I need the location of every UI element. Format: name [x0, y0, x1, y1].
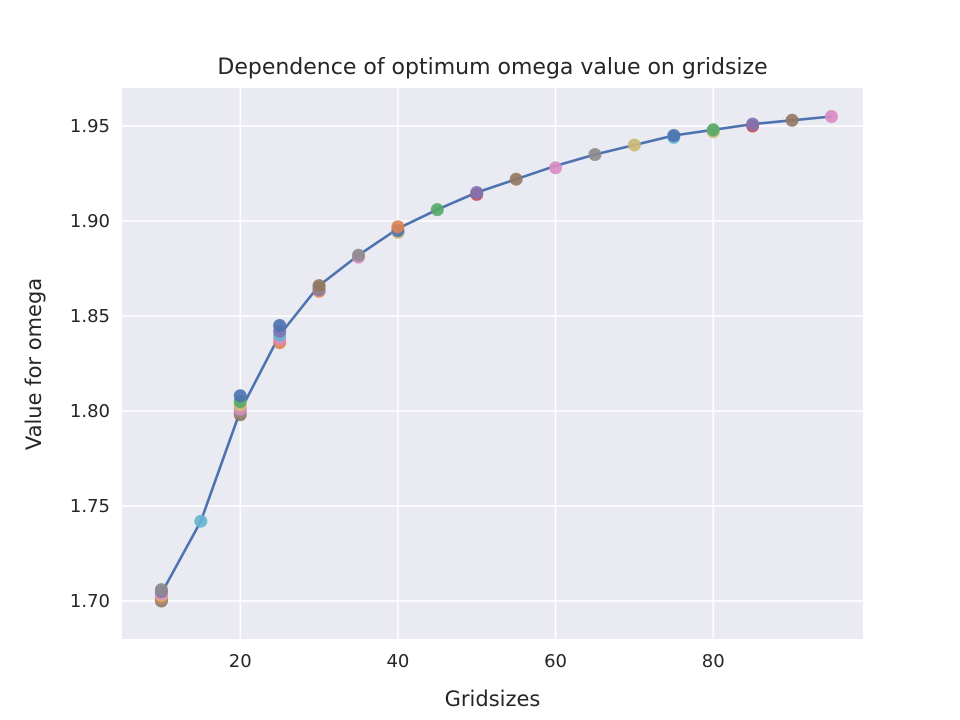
scatter-point — [588, 148, 602, 161]
scatter-point — [746, 117, 760, 131]
scatter-point — [706, 123, 720, 137]
y-axis-label: Value for omega — [22, 278, 46, 450]
scatter-point — [391, 220, 405, 234]
scatter-point — [470, 186, 484, 199]
x-axis-label: Gridsizes — [445, 687, 541, 711]
scatter-point — [627, 138, 641, 152]
scatter-point — [430, 203, 444, 217]
scatter-point — [154, 583, 168, 597]
tick-labels: 20 40 60 80 1.70 1.75 1.80 1.85 1.90 1.95 — [70, 116, 725, 672]
scatter-point — [667, 129, 681, 142]
scatter-point — [549, 161, 563, 175]
y-tick-label: 1.75 — [70, 496, 110, 517]
scatter-point — [312, 279, 326, 293]
scatter-point — [824, 110, 838, 123]
y-tick-label: 1.85 — [70, 306, 110, 327]
x-tick-label: 80 — [702, 651, 725, 672]
scatter-point — [785, 113, 799, 127]
x-tick-label: 60 — [544, 651, 567, 672]
scatter-point — [194, 514, 208, 528]
y-tick-label: 1.70 — [70, 591, 110, 612]
scatter-point — [509, 172, 523, 186]
scatter-point — [351, 248, 365, 262]
y-tick-label: 1.90 — [70, 211, 110, 232]
y-tick-label: 1.80 — [70, 401, 110, 422]
x-tick-label: 20 — [229, 651, 252, 672]
chart-title: Dependence of optimum omega value on gri… — [217, 55, 767, 80]
scatter-point — [273, 319, 287, 332]
x-tick-label: 40 — [386, 651, 409, 672]
data-series — [154, 110, 838, 608]
fit-line — [160, 115, 832, 595]
y-tick-label: 1.95 — [70, 116, 110, 137]
scatter-point — [233, 389, 247, 403]
plot-area — [122, 88, 863, 639]
